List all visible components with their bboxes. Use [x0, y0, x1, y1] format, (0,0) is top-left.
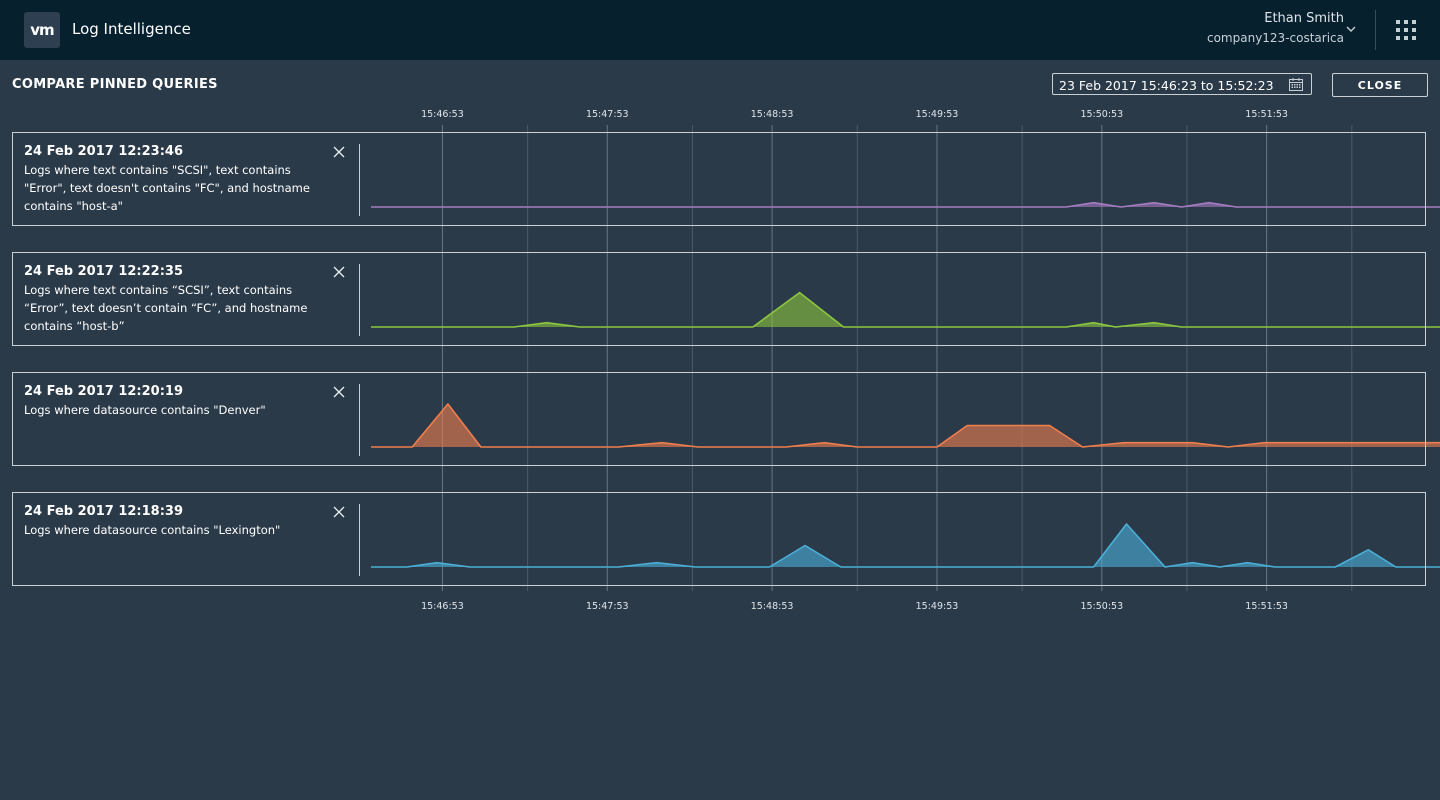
- user-menu[interactable]: Ethan Smith company123-costarica: [1207, 11, 1344, 45]
- series-line: [371, 523, 1440, 568]
- x-tick-label-top: 15:47:53: [586, 109, 629, 120]
- query-panel: 24 Feb 2017 12:23:46 Logs where text cont…: [12, 132, 1426, 226]
- vmware-logo[interactable]: vm: [24, 12, 60, 48]
- query-description: Logs where datasource contains "Denver": [24, 403, 266, 417]
- query-info: 24 Feb 2017 12:22:35 Logs where text cont…: [24, 264, 324, 335]
- x-tick-label-bottom: 15:48:53: [751, 601, 794, 612]
- page-title: COMPARE PINNED QUERIES: [12, 77, 218, 92]
- user-name: Ethan Smith: [1264, 11, 1344, 26]
- close-icon[interactable]: [333, 266, 345, 278]
- x-tick-label-top: 15:51:53: [1245, 109, 1288, 120]
- series-line: [371, 201, 1440, 208]
- x-tick-label-top: 15:49:53: [916, 109, 959, 120]
- x-tick-label-bottom: 15:49:53: [916, 601, 959, 612]
- date-range-value: 23 Feb 2017 15:46:23 to 15:52:23: [1059, 78, 1274, 93]
- header-divider: [1375, 10, 1376, 50]
- x-tick-label-bottom: 15:51:53: [1245, 601, 1288, 612]
- panel-divider: [359, 264, 360, 336]
- query-timestamp: 24 Feb 2017 12:22:35: [24, 264, 183, 279]
- query-timestamp: 24 Feb 2017 12:20:19: [24, 384, 183, 399]
- close-icon[interactable]: [333, 506, 345, 518]
- query-info: 24 Feb 2017 12:23:46 Logs where text cont…: [24, 144, 324, 215]
- close-icon[interactable]: [333, 386, 345, 398]
- query-panel: 24 Feb 2017 12:18:39 Logs where datasourc…: [12, 492, 1426, 586]
- close-icon[interactable]: [333, 146, 345, 158]
- panel-divider: [359, 504, 360, 576]
- close-button[interactable]: CLOSE: [1332, 73, 1428, 97]
- chevron-down-icon[interactable]: [1346, 24, 1356, 34]
- query-timestamp: 24 Feb 2017 12:23:46: [24, 144, 183, 159]
- calendar-icon[interactable]: [1289, 78, 1303, 91]
- query-info: 24 Feb 2017 12:20:19 Logs where datasourc…: [24, 384, 324, 419]
- app-grid-icon[interactable]: [1396, 20, 1416, 40]
- user-org: company123-costarica: [1206, 31, 1344, 45]
- query-panel: 24 Feb 2017 12:22:35 Logs where text cont…: [12, 252, 1426, 346]
- date-range-picker[interactable]: 23 Feb 2017 15:46:23 to 15:52:23: [1052, 73, 1312, 95]
- query-description: Logs where datasource contains "Lexingto…: [24, 523, 281, 537]
- panel-divider: [359, 384, 360, 456]
- x-tick-label-top: 15:46:53: [421, 109, 464, 120]
- query-info: 24 Feb 2017 12:18:39 Logs where datasourc…: [24, 504, 324, 539]
- x-tick-label-bottom: 15:47:53: [586, 601, 629, 612]
- x-tick-label-bottom: 15:46:53: [421, 601, 464, 612]
- panel-divider: [359, 144, 360, 216]
- query-description: Logs where text contains "SCSI", text co…: [24, 163, 310, 213]
- series-line: [371, 291, 1440, 328]
- x-tick-label-bottom: 15:50:53: [1080, 601, 1123, 612]
- series-line: [371, 403, 1440, 448]
- x-tick-label-top: 15:48:53: [751, 109, 794, 120]
- query-description: Logs where text contains “SCSI”, text co…: [24, 283, 308, 333]
- app-header: vm Log Intelligence Ethan Smith company1…: [0, 0, 1440, 60]
- x-tick-label-top: 15:50:53: [1080, 109, 1123, 120]
- app-title: Log Intelligence: [72, 20, 191, 38]
- query-timestamp: 24 Feb 2017 12:18:39: [24, 504, 183, 519]
- query-panel: 24 Feb 2017 12:20:19 Logs where datasourc…: [12, 372, 1426, 466]
